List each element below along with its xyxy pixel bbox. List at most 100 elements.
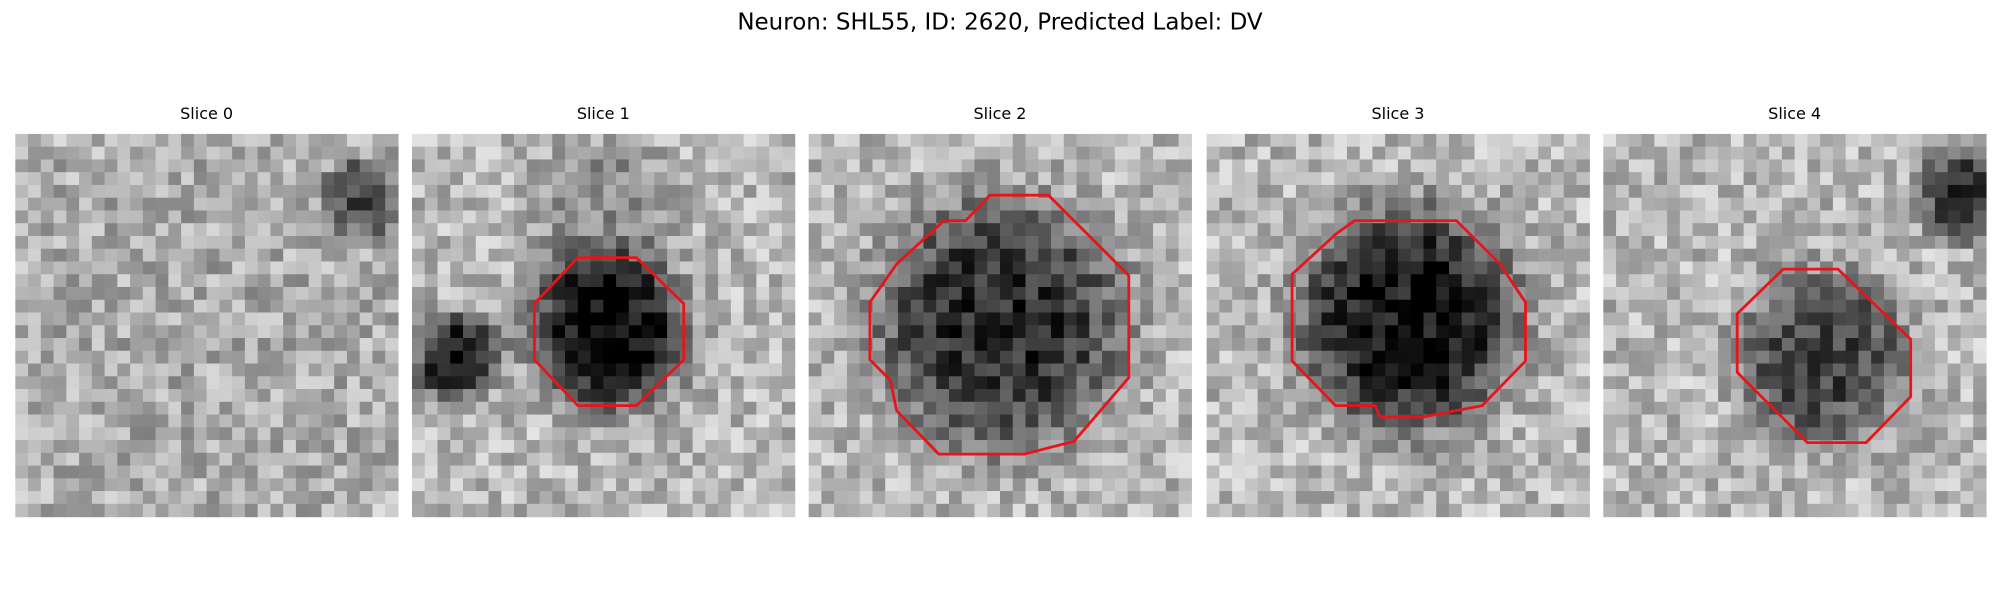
pixel <box>270 491 284 505</box>
pixel <box>705 197 719 212</box>
pixel <box>1616 172 1630 186</box>
pixel <box>1257 401 1272 416</box>
pixel <box>1871 146 1885 161</box>
pixel <box>1372 133 1386 148</box>
pixel <box>295 223 310 237</box>
pixel <box>79 197 93 212</box>
pixel <box>1206 261 1220 275</box>
pixel <box>1244 376 1259 390</box>
pixel <box>1140 146 1154 161</box>
pixel <box>1114 172 1129 186</box>
pixel <box>1359 197 1374 212</box>
pixel <box>1934 350 1949 365</box>
pixel <box>897 223 912 237</box>
pixel <box>334 389 348 403</box>
pixel <box>1756 363 1770 377</box>
pixel <box>1219 338 1233 352</box>
pixel <box>1628 159 1643 173</box>
pixel <box>1025 197 1039 212</box>
pixel <box>1000 210 1014 224</box>
pixel <box>1576 338 1590 352</box>
pixel <box>910 389 925 403</box>
pixel <box>1871 197 1885 212</box>
pixel <box>1563 503 1578 518</box>
pixel <box>1089 172 1103 186</box>
pixel <box>283 184 297 199</box>
pixel <box>641 312 655 326</box>
pixel <box>846 261 861 275</box>
microscopy-image <box>411 133 796 518</box>
pixel <box>66 159 80 173</box>
pixel <box>1909 338 1923 352</box>
pixel <box>539 338 553 352</box>
pixel <box>1616 401 1630 416</box>
pixel <box>1781 363 1796 377</box>
pixel <box>450 440 464 454</box>
pixel <box>181 146 195 161</box>
pixel <box>1372 491 1386 505</box>
pixel <box>987 465 1001 479</box>
pixel <box>1244 133 1259 148</box>
pixel <box>923 465 937 479</box>
pixel <box>1871 235 1885 250</box>
pixel <box>168 440 182 454</box>
pixel <box>1781 338 1796 352</box>
pixel <box>40 363 55 377</box>
pixel <box>1603 312 1617 326</box>
pixel <box>923 401 937 416</box>
pixel <box>1448 172 1463 186</box>
pixel <box>1845 478 1860 492</box>
pixel <box>552 465 566 479</box>
pixel <box>1308 210 1323 224</box>
pixel <box>1461 440 1476 454</box>
pixel <box>565 376 579 390</box>
pixel <box>769 491 783 505</box>
pixel <box>1960 465 1974 479</box>
pixel <box>1781 452 1796 467</box>
pixel <box>756 172 770 186</box>
microscopy-image <box>808 133 1192 518</box>
pixel <box>1487 389 1501 403</box>
pixel <box>424 210 439 224</box>
pixel <box>219 133 233 148</box>
pixel <box>463 184 477 199</box>
pixel <box>718 389 732 403</box>
panels: Slice 0 Slice 1 Slice 2 Slice 3 Slice 4 <box>15 104 1987 518</box>
pixel <box>155 261 169 275</box>
pixel <box>1219 159 1233 173</box>
pixel <box>206 210 220 224</box>
pixel <box>1947 414 1962 428</box>
pixel <box>603 478 617 492</box>
pixel <box>1397 274 1412 288</box>
pixel <box>1165 223 1180 237</box>
pixel <box>1000 325 1014 339</box>
pixel <box>1563 286 1578 301</box>
pixel <box>1359 146 1374 161</box>
pixel <box>1397 440 1412 454</box>
pixel <box>1807 491 1821 505</box>
pixel <box>450 197 464 212</box>
pixel <box>206 261 220 275</box>
pixel <box>1934 210 1949 224</box>
pixel <box>1692 312 1706 326</box>
pixel <box>155 376 169 390</box>
pixel <box>552 389 566 403</box>
pixel <box>1628 452 1643 467</box>
pixel <box>385 261 399 275</box>
pixel <box>1769 389 1783 403</box>
pixel <box>526 465 541 479</box>
pixel <box>897 235 912 250</box>
pixel <box>1883 274 1898 288</box>
pixel <box>1960 299 1974 314</box>
pixel <box>565 427 579 441</box>
pixel <box>130 350 144 365</box>
pixel <box>1705 159 1719 173</box>
pixel <box>1000 146 1014 161</box>
pixel <box>948 491 963 505</box>
pixel <box>321 350 335 365</box>
pixel <box>1127 172 1141 186</box>
pixel <box>1038 286 1052 301</box>
pixel <box>1127 465 1141 479</box>
pixel <box>1140 325 1154 339</box>
pixel <box>334 274 348 288</box>
